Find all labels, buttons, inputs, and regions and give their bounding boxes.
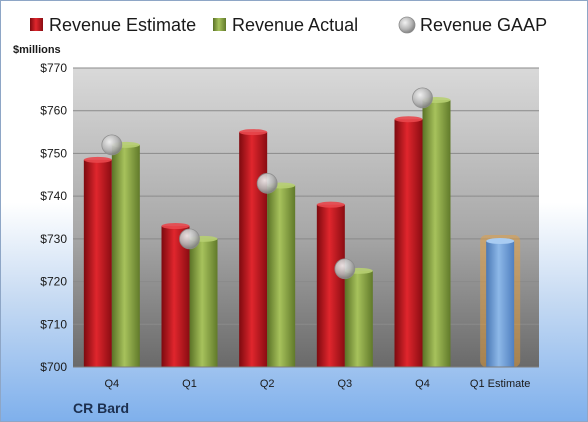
bar-revenue-estimate	[316, 204, 345, 367]
bar-revenue-actual	[267, 185, 296, 367]
bar-q1-estimate-cap	[486, 237, 515, 244]
plot-area	[73, 68, 539, 367]
bars	[83, 97, 521, 368]
x-tick-label: Q2	[260, 378, 275, 390]
y-tick-label: $710	[40, 317, 67, 331]
y-tick-label: $700	[40, 360, 67, 374]
y-axis-label: $millions	[13, 44, 61, 56]
marker-revenue-gaap	[412, 87, 433, 109]
legend: Revenue Estimate Revenue Actual Revenue …	[30, 15, 547, 35]
x-tick-label: Q1	[182, 378, 197, 390]
bar-revenue-estimate-cap	[394, 116, 423, 123]
legend-marker-revenue-gaap	[398, 16, 416, 34]
y-tick-label: $740	[40, 189, 67, 203]
y-tick-label: $720	[40, 275, 67, 289]
bar-q1-estimate	[486, 240, 515, 367]
legend-label-revenue-estimate: Revenue Estimate	[49, 15, 196, 35]
bar-revenue-estimate	[161, 226, 190, 367]
x-tick-label: Q4	[415, 378, 430, 390]
gridlines	[73, 67, 539, 325]
x-axis-ticks: Q4 Q1 Q2 Q3 Q4 Q1 Estimate	[104, 378, 530, 390]
bar-revenue-estimate-cap	[239, 129, 268, 136]
bar-revenue-estimate-cap	[316, 201, 345, 208]
company-name: CR Bard	[73, 400, 129, 416]
legend-swatch-revenue-estimate	[30, 18, 43, 31]
y-tick-label: $730	[40, 232, 67, 246]
marker-revenue-gaap	[334, 258, 356, 280]
x-tick-label: Q1 Estimate	[470, 378, 531, 390]
x-tick-label: Q4	[104, 378, 119, 390]
legend-label-revenue-gaap: Revenue GAAP	[420, 15, 547, 35]
marker-revenue-gaap	[256, 172, 278, 194]
bar-revenue-estimate-cap	[161, 223, 190, 230]
legend-swatch-revenue-actual	[213, 18, 226, 31]
y-tick-label: $750	[40, 146, 67, 160]
marker-revenue-gaap	[179, 228, 200, 250]
bar-revenue-estimate	[239, 132, 268, 367]
y-axis-ticks: $700 $710 $720 $730 $740 $750 $760 $770	[40, 61, 67, 374]
y-tick-label: $770	[40, 61, 67, 75]
gaap-markers	[101, 87, 433, 280]
bar-revenue-estimate-cap	[83, 156, 112, 163]
bar-revenue-estimate	[394, 119, 423, 367]
bar-revenue-actual	[422, 100, 451, 368]
marker-revenue-gaap	[101, 134, 123, 156]
bar-revenue-actual	[111, 144, 140, 367]
bar-revenue-actual	[344, 270, 373, 367]
bar-revenue-actual	[189, 238, 218, 367]
legend-label-revenue-actual: Revenue Actual	[232, 15, 358, 35]
bar-revenue-estimate	[83, 159, 112, 367]
x-tick-label: Q3	[337, 378, 352, 390]
y-tick-label: $760	[40, 104, 67, 118]
